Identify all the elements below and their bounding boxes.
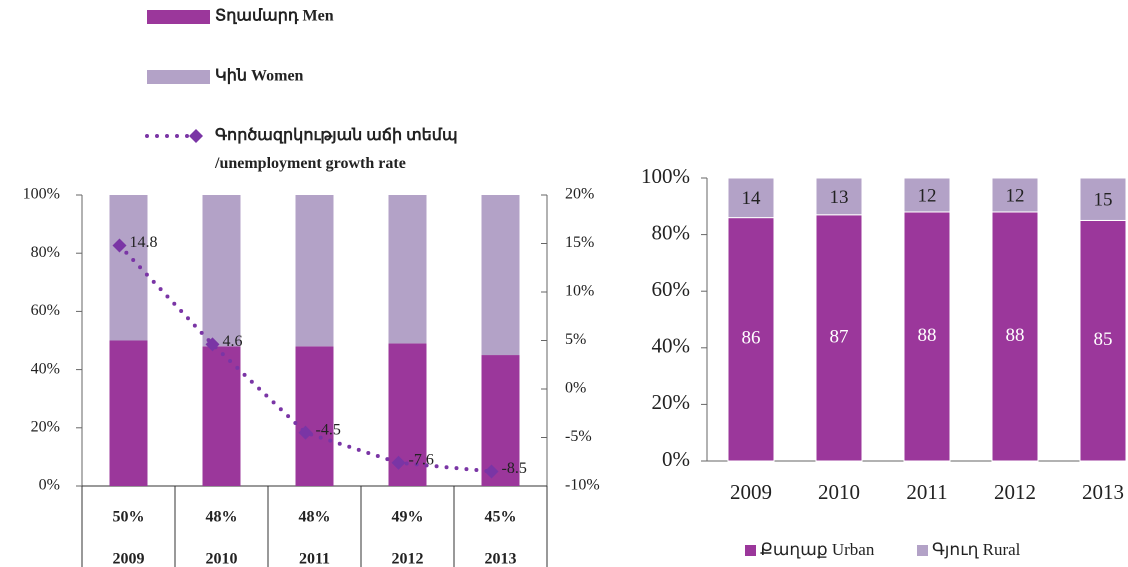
bar <box>991 211 1039 462</box>
legend-label: Քաղաք Urban <box>760 540 875 559</box>
bar <box>1079 219 1127 462</box>
data-label: 12 <box>1006 185 1025 206</box>
data-label: 85 <box>1094 329 1113 350</box>
y2-tick-label: 15% <box>565 234 594 251</box>
y-tick-label: 40% <box>652 334 691 358</box>
y2-tick-label: 5% <box>565 331 586 348</box>
bar <box>109 340 148 486</box>
x-tick-label: 2011 <box>299 551 330 567</box>
x-tick-label: 2010 <box>818 480 860 504</box>
data-label: -8.5 <box>502 460 527 477</box>
bar <box>991 177 1039 213</box>
x-tick-label: 2012 <box>392 551 424 567</box>
legend-marker <box>189 129 203 143</box>
y-tick-label: 100% <box>641 164 690 188</box>
data-label: 86 <box>742 328 761 349</box>
table-value: 50% <box>113 509 145 526</box>
bar <box>481 195 520 356</box>
legend-label: Գյուղ Rural <box>932 540 1021 559</box>
bar <box>295 195 334 347</box>
y-tick-label: 60% <box>652 277 691 301</box>
x-tick-label: 2010 <box>206 551 238 567</box>
x-tick-label: 2009 <box>113 551 145 567</box>
legend-swatch <box>147 10 210 24</box>
bar <box>815 177 863 216</box>
data-label: 88 <box>1006 325 1025 346</box>
x-tick-label: 2011 <box>906 480 947 504</box>
y-tick-label: 0% <box>662 447 690 471</box>
y-tick-label: 80% <box>652 220 691 244</box>
line-marker <box>298 425 313 440</box>
y2-tick-label: 20% <box>565 186 594 203</box>
table-value: 48% <box>206 509 238 526</box>
legend-label: Կին Women <box>215 68 304 85</box>
data-label: 88 <box>918 325 937 346</box>
data-label: 14 <box>742 188 762 209</box>
line <box>117 243 494 474</box>
line-marker <box>205 337 220 352</box>
bar <box>903 211 951 462</box>
bar <box>727 217 775 462</box>
bar <box>903 177 951 213</box>
table-value: 48% <box>299 509 331 526</box>
y2-tick-label: 10% <box>565 283 594 300</box>
line-marker <box>391 455 406 470</box>
legend-label: Տղամարդ Men <box>215 8 334 25</box>
bar <box>202 195 241 347</box>
y-tick-label: 60% <box>31 302 60 319</box>
y2-tick-label: 0% <box>565 380 586 397</box>
bar <box>481 355 520 486</box>
y-tick-label: 100% <box>23 186 60 203</box>
x-tick-label: 2013 <box>485 551 517 567</box>
bar <box>202 346 241 486</box>
data-label: 14.8 <box>130 234 158 251</box>
table-value: 45% <box>485 509 517 526</box>
x-tick-label: 2009 <box>730 480 772 504</box>
data-label: 15 <box>1094 190 1113 211</box>
bar <box>727 177 775 219</box>
bar <box>388 195 427 344</box>
data-label: 4.6 <box>223 333 243 350</box>
y-tick-label: 0% <box>39 477 60 494</box>
y-tick-label: 80% <box>31 244 60 261</box>
data-label: 87 <box>830 326 849 347</box>
legend-swatch <box>917 545 928 556</box>
y-tick-label: 40% <box>31 360 60 377</box>
table-value: 49% <box>392 509 424 526</box>
y-tick-label: 20% <box>31 418 60 435</box>
bar <box>295 346 334 486</box>
data-label: 13 <box>830 187 849 208</box>
line-marker <box>112 238 127 253</box>
bar <box>1079 177 1127 221</box>
legend-swatch <box>147 70 210 84</box>
y2-tick-label: -10% <box>565 477 600 494</box>
y-tick-label: 20% <box>652 390 691 414</box>
data-label: -4.5 <box>316 421 341 438</box>
data-label: -7.6 <box>409 451 434 468</box>
bar <box>815 214 863 462</box>
legend-label: Գործազրկության աճի տեմպ /unemployment gr… <box>215 127 458 172</box>
y2-tick-label: -5% <box>565 428 592 445</box>
data-label: 12 <box>918 185 937 206</box>
legend-swatch <box>745 545 756 556</box>
x-tick-label: 2013 <box>1082 480 1124 504</box>
line-marker <box>484 464 499 479</box>
x-tick-label: 2012 <box>994 480 1036 504</box>
